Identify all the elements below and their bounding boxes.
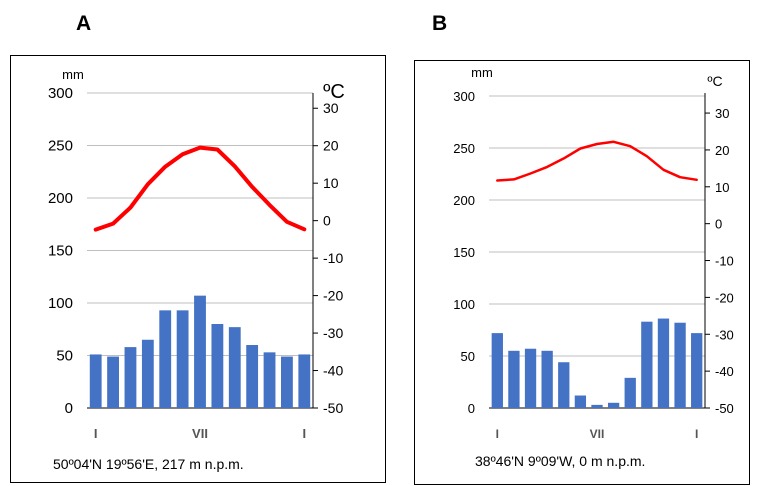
month-label: I [695, 427, 698, 441]
right-tick-label: 10 [715, 180, 729, 195]
temperature-line [93, 145, 307, 232]
month-label: VII [590, 427, 605, 441]
precipitation-bar [491, 333, 503, 408]
left-tick-label: 50 [461, 349, 475, 364]
precipitation-bar [524, 348, 537, 408]
precipitation-bar [194, 295, 206, 408]
precipitation-bar [263, 352, 276, 408]
right-tick-label: -30 [715, 327, 734, 342]
precipitation-bar [89, 354, 102, 408]
left-tick-label: 100 [48, 295, 73, 312]
climate-chart-b-plot: 0 50 100 150 200 250 300 -50 -40 -30 -20 -10 0 10 20 30… [453, 65, 734, 441]
precipitation-bar [508, 350, 520, 408]
precipitation-bar [591, 404, 603, 408]
precipitation-bar [159, 310, 172, 408]
precipitation-bar [228, 327, 241, 408]
precipitation-bar [641, 321, 653, 408]
precipitation-bar [607, 402, 620, 408]
precipitation-bar [558, 362, 570, 408]
precipitation-bar [674, 322, 686, 408]
temperature-line [496, 140, 698, 182]
panel-letter-b: B [432, 12, 448, 35]
month-label: I [94, 426, 98, 441]
precipitation-bar [141, 339, 154, 408]
left-tick-label: 150 [453, 245, 475, 260]
left-tick-label: 250 [453, 141, 475, 156]
precipitation-bar [691, 333, 703, 408]
left-tick-label: 250 [48, 138, 73, 155]
precipitation-bar [657, 318, 670, 408]
precipitation-bar [211, 324, 224, 408]
left-tick-label: 0 [468, 401, 475, 416]
right-tick-label: 10 [323, 175, 339, 191]
month-label: VII [192, 426, 208, 441]
precipitation-bar [624, 377, 636, 408]
right-tick-label: 20 [323, 138, 339, 154]
month-label: I [496, 427, 499, 441]
precipitation-bar [246, 345, 259, 408]
left-tick-label: 0 [65, 400, 73, 417]
right-tick-label: -30 [323, 325, 343, 341]
precipitation-bar [298, 354, 311, 408]
climate-chart-b: 0 50 100 150 200 250 300 -50 -40 -30 -20 -10 0 10 20 30… [414, 60, 750, 485]
left-tick-label: 50 [56, 348, 73, 365]
climate-chart-a-plot: 0 50 100 150 200 250 300 -50 -40 -30 -20 -10 0 10 20 30… [48, 67, 345, 441]
right-tick-label: -10 [715, 254, 734, 269]
right-tick-label: -20 [715, 290, 734, 305]
right-tick-label: -50 [323, 400, 343, 416]
left-tick-label: 300 [453, 89, 475, 104]
climate-chart-a: 0 50 100 150 200 250 300 -50 -40 -30 -20 -10 0 10 20 30… [10, 55, 386, 483]
left-tick-label: 300 [48, 85, 73, 102]
left-tick-label: 150 [48, 243, 73, 260]
right-tick-label: -50 [715, 401, 734, 416]
left-tick-label: 200 [453, 193, 475, 208]
precipitation-bar [107, 356, 119, 408]
y2-axis-unit-label: ºC [707, 73, 722, 89]
precipitation-bar [574, 395, 587, 408]
panel-letter-a: A [76, 12, 92, 35]
left-tick-label: 100 [453, 297, 475, 312]
caption-b: 38º46'N 9º09'W, 0 m n.p.m. [475, 453, 646, 469]
y2-axis-unit-label: ºC [323, 81, 345, 103]
right-tick-label: 20 [715, 143, 729, 158]
right-tick-label: 30 [715, 106, 729, 121]
right-tick-label: -20 [323, 288, 343, 304]
right-tick-label: 0 [715, 217, 722, 232]
right-tick-label: -40 [323, 363, 343, 379]
y-axis-unit-label: mm [471, 65, 493, 80]
caption-a: 50º04'N 19º56'E, 217 m n.p.m. [53, 456, 244, 472]
month-label: I [302, 426, 306, 441]
precipitation-bar [176, 310, 189, 408]
right-tick-label: -10 [323, 250, 343, 266]
right-tick-label: 30 [323, 100, 339, 116]
precipitation-bar [124, 347, 137, 408]
precipitation-bar [281, 356, 293, 408]
right-tick-label: -40 [715, 364, 734, 379]
left-tick-label: 200 [48, 190, 73, 207]
y-axis-unit-label: mm [62, 67, 84, 82]
right-tick-label: 0 [323, 213, 331, 229]
precipitation-bar [541, 350, 553, 408]
